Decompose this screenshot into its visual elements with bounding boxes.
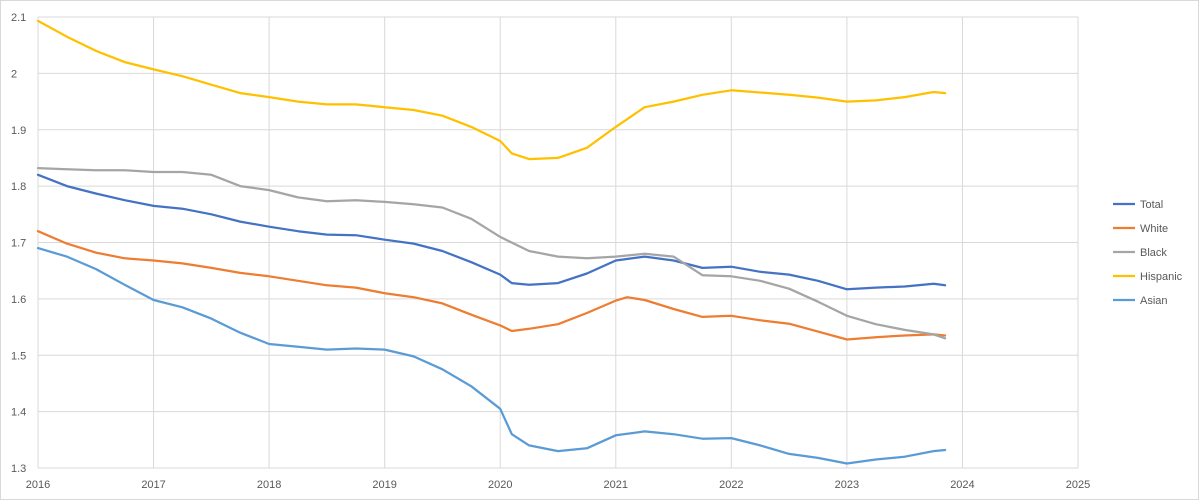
series-line-total [36, 173, 947, 291]
series-line-hispanic [36, 19, 947, 161]
y-tick-label: 2.1 [11, 12, 26, 24]
y-tick-label: 1.3 [11, 463, 26, 475]
y-tick-label: 1.6 [11, 294, 26, 306]
legend-item-asian: Asian [1113, 295, 1168, 307]
x-tick-label: 2017 [141, 479, 165, 491]
y-tick-label: 1.9 [11, 125, 26, 137]
legend-item-black: Black [1113, 247, 1167, 259]
legend-item-total: Total [1113, 199, 1163, 211]
x-axis-ticks: 2016 2017 2018 2019 2020 2021 2022 2023 2024 2025 [26, 479, 1090, 491]
y-tick-label: 1.8 [11, 181, 26, 193]
x-tick-label: 2020 [488, 479, 512, 491]
legend: Total White Black Hispanic Asian [1113, 199, 1183, 307]
x-tick-label: 2024 [950, 479, 974, 491]
y-tick-label: 1.5 [11, 350, 26, 362]
legend-item-white: White [1113, 223, 1168, 235]
legend-label: Hispanic [1140, 271, 1183, 283]
y-axis-ticks: 1.3 1.4 1.5 1.6 1.7 1.8 1.9 2 2.1 [11, 12, 26, 475]
x-tick-label: 2025 [1066, 479, 1090, 491]
gridlines [37, 16, 1079, 469]
y-tick-label: 1.4 [11, 407, 26, 419]
x-tick-label: 2019 [372, 479, 396, 491]
legend-label: White [1140, 223, 1168, 235]
x-tick-label: 2018 [257, 479, 281, 491]
x-tick-label: 2016 [26, 479, 50, 491]
x-tick-label: 2023 [835, 479, 859, 491]
series-line-white [36, 230, 947, 341]
series-line-black [36, 166, 947, 340]
legend-label: Total [1140, 199, 1163, 211]
x-tick-label: 2022 [719, 479, 743, 491]
legend-label: Black [1140, 247, 1167, 259]
y-tick-label: 2 [11, 68, 17, 80]
legend-item-hispanic: Hispanic [1113, 271, 1183, 283]
y-tick-label: 1.7 [11, 238, 26, 250]
series-lines [36, 19, 947, 465]
x-tick-label: 2021 [604, 479, 628, 491]
series-line-asian [36, 246, 947, 465]
legend-label: Asian [1140, 295, 1168, 307]
